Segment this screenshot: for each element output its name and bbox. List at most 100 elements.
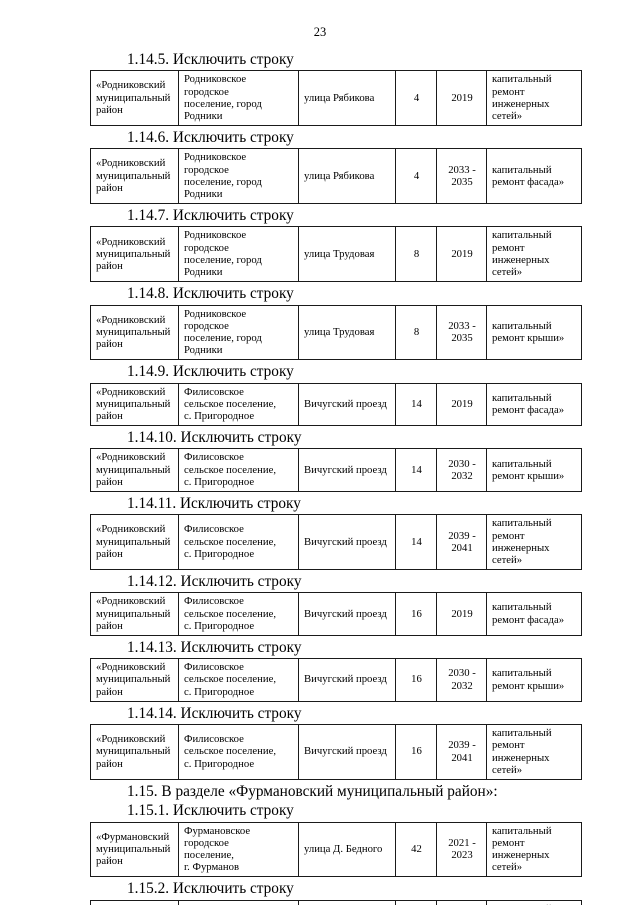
cell-house-number: 42 — [395, 900, 437, 905]
cell-municipal-district: «Родниковский муниципальный район — [90, 592, 179, 636]
section-heading: 1.14.12. Исключить строку — [127, 572, 302, 590]
sections-container: 1.14.5. Исключить строку «Родниковский м… — [90, 51, 582, 905]
cell-years: 2033 - 2035 — [436, 304, 487, 360]
cell-years: 2019 — [436, 382, 487, 426]
table-row: «Родниковский муниципальный район Родник… — [90, 304, 582, 360]
table-row: «Родниковский муниципальный район Филисо… — [90, 382, 582, 426]
page-content: 1.14.5. Исключить строку «Родниковский м… — [90, 51, 582, 905]
cell-street: Вичугский проезд — [298, 658, 396, 702]
cell-settlement: Филисовское сельское поселение, с. Приго… — [178, 724, 299, 780]
cell-street: Вичугский проезд — [298, 382, 396, 426]
cell-municipal-district: «Родниковский муниципальный район — [90, 70, 179, 126]
excluded-row-table: «Родниковский муниципальный район Филисо… — [90, 514, 582, 570]
cell-repair-type: капитальный ремонт крыши» — [486, 658, 582, 702]
section-heading: 1.14.13. Исключить строку — [127, 638, 302, 656]
cell-repair-type: капитальный ремонт подвальных помещений» — [486, 900, 582, 905]
cell-municipal-district: «Родниковский муниципальный район — [90, 148, 179, 204]
table-row: «Родниковский муниципальный район Родник… — [90, 226, 582, 282]
page-number: 23 — [313, 25, 327, 39]
cell-settlement: Фурмановское городское поселение, г. Фур… — [178, 821, 299, 878]
excluded-row-table: «Фурмановский муниципальный район Фурман… — [90, 900, 582, 905]
section-heading: 1.14.6. Исключить строку — [127, 128, 294, 146]
cell-house-number: 8 — [395, 226, 437, 282]
section-heading: 1.14.9. Исключить строку — [127, 362, 294, 380]
section: 1.14.11. Исключить строку «Родниковский … — [90, 494, 582, 570]
section-heading-1-15: 1.15. В разделе «Фурмановский муниципаль… — [127, 782, 498, 800]
cell-street: улица Рябикова — [298, 148, 396, 204]
cell-years: 2019 — [436, 226, 487, 282]
section: 1.14.13. Исключить строку «Родниковский … — [90, 638, 582, 702]
section-heading: 1.14.14. Исключить строку — [127, 704, 302, 722]
table-row: «Родниковский муниципальный район Филисо… — [90, 658, 582, 702]
cell-house-number: 16 — [395, 592, 437, 636]
cell-house-number: 14 — [395, 514, 437, 570]
cell-settlement: Филисовское сельское поселение, с. Приго… — [178, 448, 299, 492]
cell-house-number: 8 — [395, 304, 437, 360]
cell-settlement: Филисовское сельское поселение, с. Приго… — [178, 592, 299, 636]
cell-settlement: Филисовское сельское поселение, с. Приго… — [178, 382, 299, 426]
cell-years: 2027 - 2029 — [436, 900, 487, 905]
section: 1.14.6. Исключить строку «Родниковский м… — [90, 128, 582, 204]
cell-repair-type: капитальный ремонт инженерных сетей» — [486, 70, 582, 126]
cell-house-number: 16 — [395, 724, 437, 780]
cell-years: 2039 - 2041 — [436, 514, 487, 570]
excluded-row-table: «Родниковский муниципальный район Родник… — [90, 226, 582, 282]
table-row: «Фурмановский муниципальный район Фурман… — [90, 821, 582, 878]
cell-street: улица Д. Бедного — [298, 821, 396, 878]
section-heading: 1.14.11. Исключить строку — [127, 494, 301, 512]
cell-settlement: Родниковское городское поселение, город … — [178, 226, 299, 282]
table-row: «Родниковский муниципальный район Родник… — [90, 148, 582, 204]
cell-repair-type: капитальный ремонт фасада» — [486, 148, 582, 204]
cell-years: 2030 - 2032 — [436, 448, 487, 492]
cell-street: Вичугский проезд — [298, 514, 396, 570]
section: 1.14.5. Исключить строку «Родниковский м… — [90, 51, 582, 126]
cell-repair-type: капитальный ремонт инженерных сетей» — [486, 226, 582, 282]
excluded-row-table: «Фурмановский муниципальный район Фурман… — [90, 821, 582, 878]
table-row: «Родниковский муниципальный район Родник… — [90, 70, 582, 126]
cell-house-number: 14 — [395, 448, 437, 492]
cell-years: 2030 - 2032 — [436, 658, 487, 702]
cell-repair-type: капитальный ремонт инженерных сетей» — [486, 514, 582, 570]
section: 1.15.2. Исключить строку «Фурмановский м… — [90, 880, 582, 905]
section: 1.14.10. Исключить строку «Родниковский … — [90, 428, 582, 492]
cell-street: Вичугский проезд — [298, 448, 396, 492]
excluded-row-table: «Родниковский муниципальный район Родник… — [90, 70, 582, 126]
cell-municipal-district: «Родниковский муниципальный район — [90, 514, 179, 570]
table-row: «Родниковский муниципальный район Филисо… — [90, 592, 582, 636]
cell-repair-type: капитальный ремонт инженерных сетей» — [486, 724, 582, 780]
cell-repair-type: капитальный ремонт фасада» — [486, 382, 582, 426]
section-heading: 1.15.1. Исключить строку — [127, 802, 294, 820]
cell-repair-type: капитальный ремонт крыши» — [486, 304, 582, 360]
cell-street: улица Трудовая — [298, 304, 396, 360]
cell-repair-type: капитальный ремонт инженерных сетей» — [486, 821, 582, 878]
cell-house-number: 16 — [395, 658, 437, 702]
section: 1.14.12. Исключить строку «Родниковский … — [90, 572, 582, 636]
cell-street: улица Трудовая — [298, 226, 396, 282]
section: 1.14.9. Исключить строку «Родниковский м… — [90, 362, 582, 426]
cell-house-number: 4 — [395, 148, 437, 204]
cell-repair-type: капитальный ремонт фасада» — [486, 592, 582, 636]
section-heading: 1.14.7. Исключить строку — [127, 206, 294, 224]
excluded-row-table: «Родниковский муниципальный район Филисо… — [90, 382, 582, 426]
cell-municipal-district: «Фурмановский муниципальный район — [90, 821, 179, 878]
table-row: «Родниковский муниципальный район Филисо… — [90, 514, 582, 570]
cell-years: 2033 - 2035 — [436, 148, 487, 204]
cell-years: 2039 - 2041 — [436, 724, 487, 780]
excluded-row-table: «Родниковский муниципальный район Родник… — [90, 148, 582, 204]
section-heading: 1.14.10. Исключить строку — [127, 428, 302, 446]
cell-street: улица Д. Бедного — [298, 900, 396, 905]
cell-street: Вичугский проезд — [298, 592, 396, 636]
cell-house-number: 14 — [395, 382, 437, 426]
table-row: «Родниковский муниципальный район Филисо… — [90, 724, 582, 780]
cell-settlement: Родниковское городское поселение, город … — [178, 70, 299, 126]
cell-years: 2021 - 2023 — [436, 821, 487, 878]
cell-settlement: Родниковское городское поселение, город … — [178, 304, 299, 360]
cell-municipal-district: «Родниковский муниципальный район — [90, 658, 179, 702]
excluded-row-table: «Родниковский муниципальный район Филисо… — [90, 592, 582, 636]
section-heading: 1.14.8. Исключить строку — [127, 284, 294, 302]
cell-municipal-district: «Фурмановский муниципальный район — [90, 900, 179, 905]
section: 1.14.14. Исключить строку «Родниковский … — [90, 704, 582, 780]
cell-house-number: 4 — [395, 70, 437, 126]
cell-years: 2019 — [436, 70, 487, 126]
